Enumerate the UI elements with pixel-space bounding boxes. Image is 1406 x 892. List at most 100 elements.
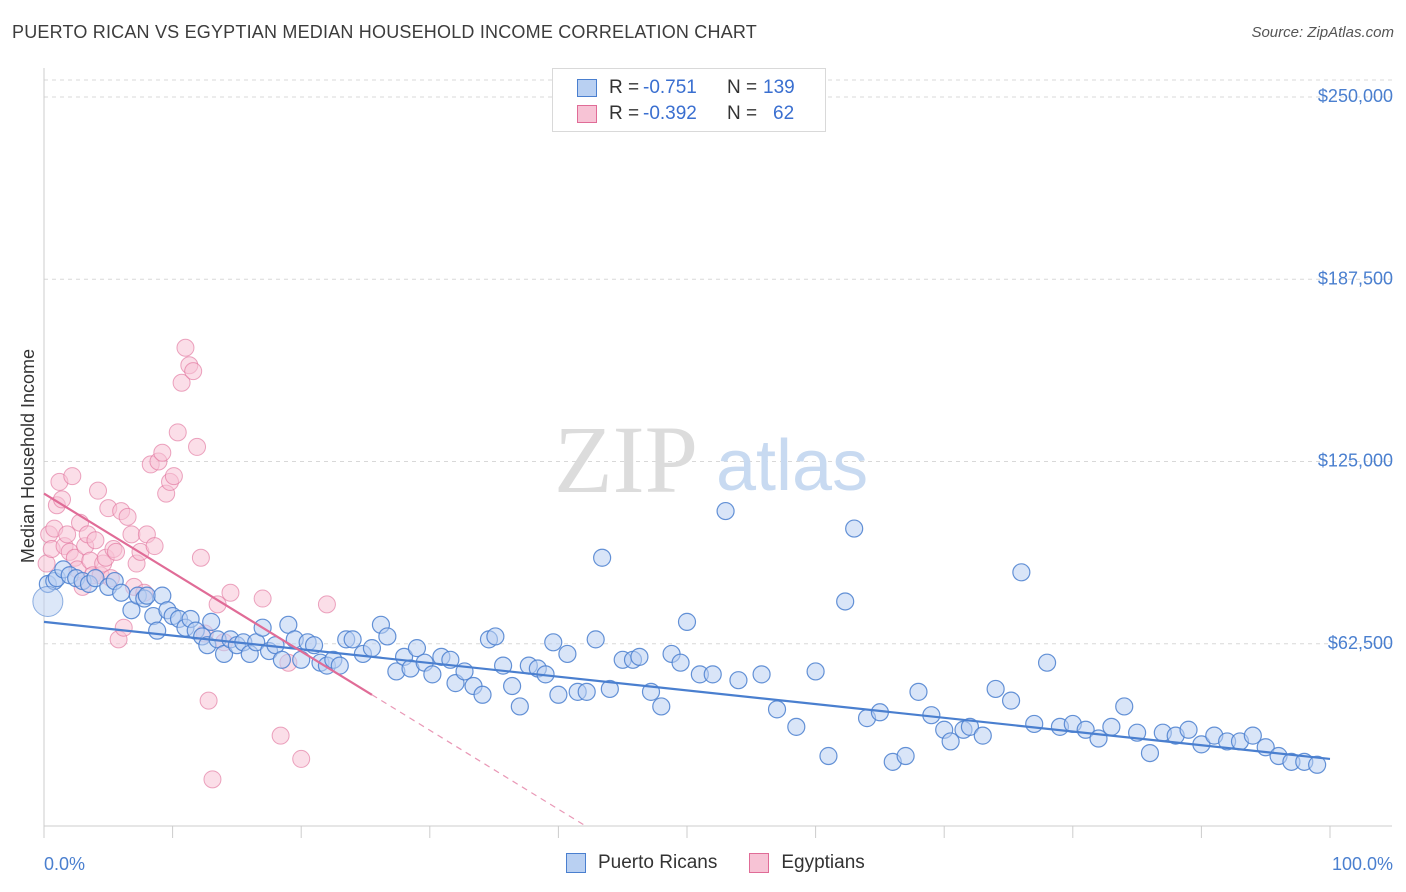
puerto-ricans-point (986, 679, 1005, 699)
watermark-atlas: atlas (716, 426, 868, 506)
puerto-ricans-point (1102, 717, 1121, 736)
puerto-ricans-point (486, 627, 505, 646)
puerto-ricans-point (703, 665, 722, 684)
puerto-ricans-point (202, 612, 221, 631)
egyptians-point (164, 467, 183, 486)
egyptians-point (188, 437, 207, 456)
grid-lines (44, 79, 1392, 645)
puerto-ricans-point (909, 682, 928, 701)
egyptians-point (58, 525, 77, 544)
egyptians-point (172, 373, 191, 392)
series-legend-egyptians: Egyptians (749, 852, 865, 874)
puerto-ricans-point (86, 569, 105, 588)
egyptians-point (168, 423, 187, 442)
egyptians-point (253, 589, 272, 608)
puerto-ricans-point (549, 685, 568, 704)
puerto-ricans-point (148, 621, 167, 640)
puerto-ricans-point (806, 662, 825, 681)
y-tick-label: $62,500 (1328, 633, 1393, 653)
puerto-ricans-point (423, 665, 442, 684)
egyptians-point (176, 338, 195, 357)
egyptians-point (199, 691, 218, 710)
puerto-ricans-point (32, 585, 64, 617)
puerto-ricans-point (941, 732, 960, 751)
puerto-ricans-point (1012, 563, 1031, 582)
egyptians-point (184, 362, 203, 381)
puerto-ricans-point (960, 717, 980, 736)
puerto-ricans-point (1179, 720, 1198, 739)
egyptians-point (271, 726, 290, 745)
legend-n-value: 139 (763, 77, 795, 98)
legend-row-puerto-ricans: R = -0.751 N = 139 (577, 76, 795, 100)
puerto-ricans-point (845, 519, 864, 538)
egyptians-point (292, 749, 311, 768)
y-tick-label: $125,000 (1318, 451, 1393, 471)
puerto-ricans-point (362, 639, 382, 658)
egyptians-point (118, 507, 137, 526)
axes (43, 68, 1392, 838)
tick-labels: $62,500 $125,000 $187,500 $250,000 0.0% 100.0… (44, 86, 1393, 874)
legend-swatch-pink (577, 105, 597, 123)
legend-n-label: N = (727, 103, 758, 124)
puerto-ricans-points (32, 501, 1327, 774)
puerto-ricans-point (577, 682, 596, 701)
puerto-ricans-point (652, 697, 671, 716)
puerto-ricans-point (503, 676, 522, 696)
series-label-egyptians: Egyptians (781, 852, 865, 873)
legend: R = -0.751 N = 139 R = -0.392 N = 62 (552, 68, 826, 132)
puerto-ricans-point (973, 726, 992, 745)
puerto-ricans-point (1140, 743, 1160, 763)
y-axis-label: Median Household Income (18, 349, 38, 563)
egyptians-point (191, 548, 210, 567)
y-tick-label: $187,500 (1318, 268, 1393, 288)
egyptians-point (203, 770, 222, 789)
source-label: Source: ZipAtlas.com (1251, 24, 1394, 41)
watermark: ZIP atlas (554, 406, 868, 513)
legend-r-label: R = (609, 77, 640, 98)
legend-row-egyptians: R = -0.392 N = 62 (577, 102, 794, 126)
legend-r-label: R = (609, 103, 640, 124)
puerto-ricans-point (716, 501, 735, 521)
puerto-ricans-point (558, 644, 577, 664)
egyptians-point (107, 542, 126, 561)
puerto-ricans-point (343, 630, 362, 649)
x-tick-label: 100.0% (1332, 854, 1393, 874)
puerto-ricans-point (836, 592, 855, 611)
puerto-ricans-point (1115, 697, 1134, 716)
puerto-ricans-point (272, 650, 292, 669)
puerto-ricans-trend-line (43, 620, 1331, 761)
legend-n-label: N = (727, 77, 758, 98)
puerto-ricans-point (407, 639, 427, 658)
puerto-ricans-point (896, 746, 915, 766)
puerto-ricans-point (630, 647, 649, 666)
puerto-ricans-point (1025, 714, 1044, 734)
egyptians-point (63, 467, 82, 486)
egyptians-point (221, 583, 240, 602)
x-tick-label: 0.0% (44, 854, 85, 874)
series-label-puerto-ricans: Puerto Ricans (598, 852, 718, 873)
puerto-ricans-point (586, 630, 605, 649)
egyptians-point (89, 481, 108, 500)
puerto-ricans-point (671, 653, 690, 672)
puerto-ricans-point (1243, 726, 1262, 745)
puerto-ricans-point (600, 679, 619, 699)
puerto-ricans-point (137, 586, 156, 605)
puerto-ricans-point (767, 700, 787, 719)
puerto-ricans-point (593, 548, 612, 567)
puerto-ricans-point (112, 583, 131, 602)
puerto-ricans-point (378, 627, 397, 646)
egyptians-trend-line (43, 492, 373, 696)
legend-swatch-blue (577, 79, 597, 97)
series-legend-puerto-ricans: Puerto Ricans (566, 852, 717, 874)
series-legend: Puerto Ricans Egyptians (566, 852, 897, 874)
egyptians-point (153, 443, 172, 462)
puerto-ricans-point (752, 665, 771, 684)
puerto-ricans-point (544, 633, 563, 652)
legend-n-value: 62 (773, 103, 795, 124)
puerto-ricans-point (677, 612, 697, 631)
puerto-ricans-point (473, 685, 492, 704)
egyptians-point (317, 595, 336, 614)
puerto-ricans-point (819, 746, 838, 766)
egyptians-points (37, 338, 336, 789)
